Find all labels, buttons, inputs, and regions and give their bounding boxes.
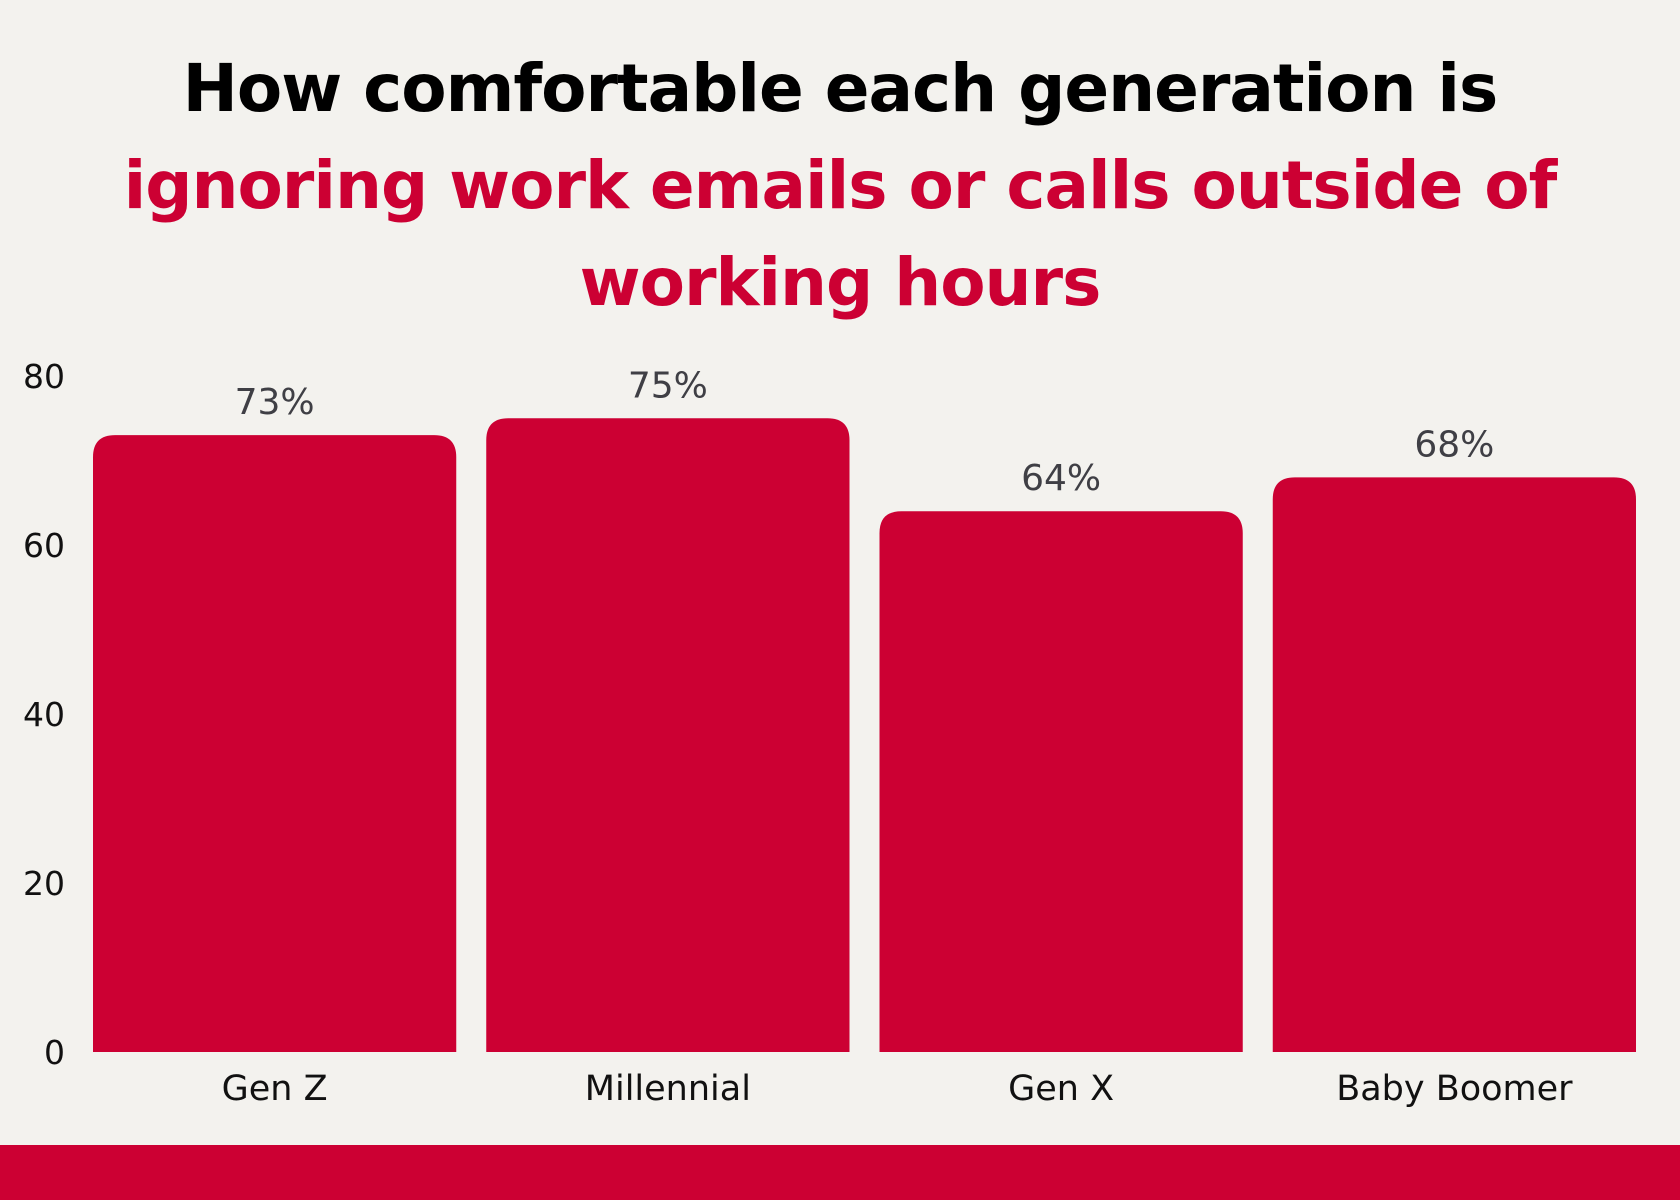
bar-chart: 0 20 40 60 80 73% Gen Z 75% Millennial 64% Gen X 68… — [23, 357, 1636, 1109]
y-tick-label: 0 — [44, 1033, 65, 1072]
data-label: 73% — [235, 382, 315, 423]
x-tick-label: Gen X — [1008, 1069, 1114, 1109]
bar — [486, 418, 850, 1052]
bar — [879, 511, 1243, 1052]
data-label: 68% — [1414, 424, 1494, 465]
footer-band — [0, 1145, 1680, 1200]
data-label: 64% — [1021, 458, 1101, 499]
x-tick-label: Gen Z — [222, 1069, 328, 1109]
bar — [1272, 477, 1636, 1052]
chart-title: How comfortable each generation is ignor… — [0, 40, 1680, 331]
chart-title-line-2: ignoring work emails or calls outside of… — [123, 147, 1558, 321]
chart-title-line-1: How comfortable each generation is — [182, 50, 1499, 127]
x-tick-label: Baby Boomer — [1336, 1069, 1573, 1109]
y-tick-label: 40 — [23, 695, 65, 734]
y-tick-label: 20 — [23, 864, 65, 903]
y-tick-label: 60 — [23, 526, 65, 565]
bar — [93, 435, 457, 1052]
y-tick-label: 80 — [23, 357, 65, 396]
x-tick-label: Millennial — [585, 1069, 751, 1109]
data-label: 75% — [628, 365, 708, 406]
